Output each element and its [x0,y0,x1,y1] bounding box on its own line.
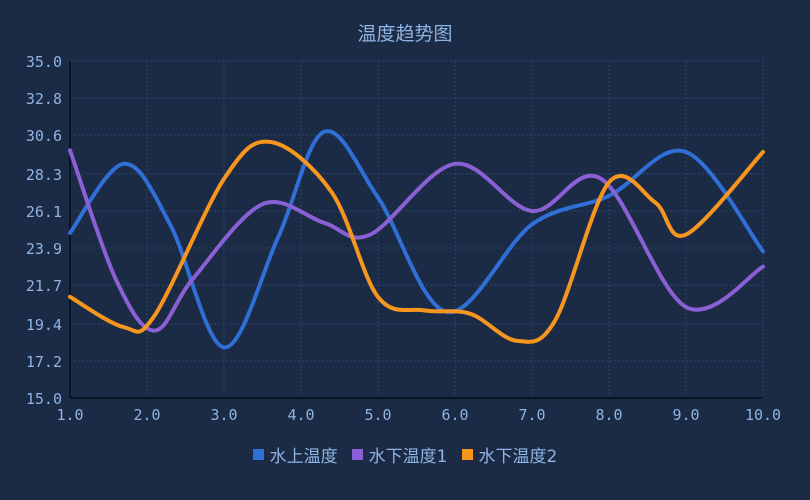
x-tick-label: 8.0 [595,406,622,424]
y-tick-label: 23.9 [26,240,62,258]
series-line-1 [68,129,765,350]
x-tick-label: 2.0 [133,406,160,424]
legend-label: 水上温度 [269,447,338,467]
chart-legend: 水上温度 水下温度1 水下温度2 [0,442,810,467]
series-line-2 [68,148,765,333]
y-tick-label: 30.6 [26,127,62,145]
legend-item-2[interactable]: 水下温度1 [351,442,448,467]
x-tick-label: 5.0 [364,406,391,424]
legend-label: 水下温度2 [478,447,558,467]
y-tick-label: 32.8 [26,90,62,108]
x-tick-label: 6.0 [441,406,468,424]
y-tick-label: 17.2 [26,353,62,371]
x-tick-label: 4.0 [287,406,314,424]
legend-item-1[interactable]: 水上温度 [252,442,338,467]
x-tick-label: 10.0 [745,406,781,424]
chart-title: 温度趋势图 [357,23,452,45]
x-tick-label: 3.0 [210,406,237,424]
legend-swatch [351,449,363,460]
y-tick-label: 21.7 [26,277,62,295]
x-tick-label: 7.0 [518,406,545,424]
y-tick-label: 28.3 [26,166,62,184]
legend-item-3[interactable]: 水下温度2 [461,442,558,467]
x-tick-label: 9.0 [672,406,699,424]
y-tick-label: 26.1 [26,203,62,221]
y-tick-label: 35.0 [26,53,62,71]
x-tick-label: 1.0 [56,406,83,424]
y-tick-label: 19.4 [26,316,62,334]
legend-swatch [461,449,473,460]
series-line-3 [68,139,765,344]
legend-label: 水下温度1 [368,447,448,467]
legend-swatch [252,449,264,460]
y-tick-label: 15.0 [26,390,62,408]
